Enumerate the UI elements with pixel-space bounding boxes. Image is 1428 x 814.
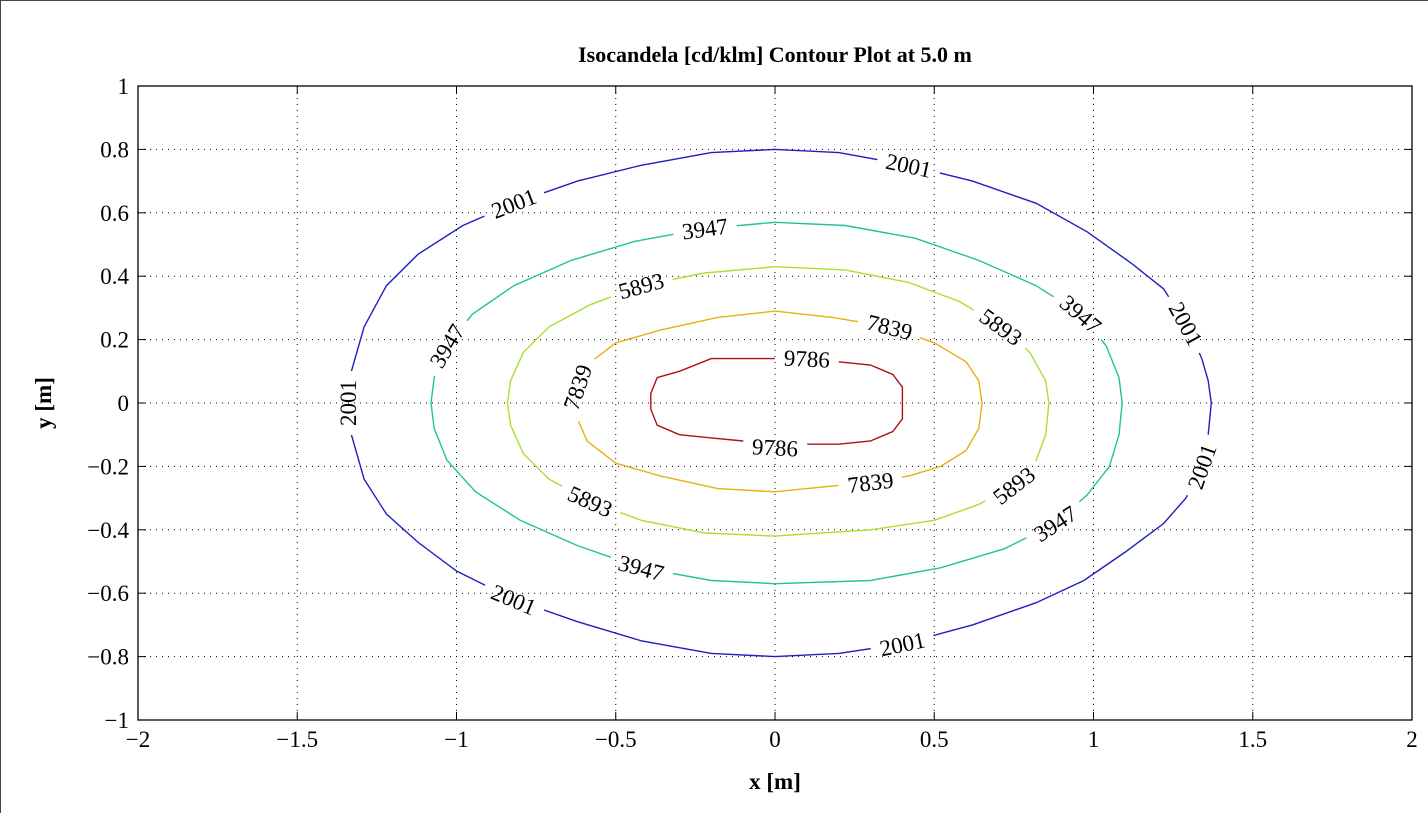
contour-line-3947: [430, 221, 1123, 585]
contour-label-7839: 7839: [846, 468, 895, 498]
y-tick-label: −0.8: [87, 645, 129, 670]
x-tick-label: −0.5: [595, 727, 637, 752]
y-tick-label: −0.2: [87, 454, 129, 479]
y-tick-label: −0.6: [87, 581, 129, 606]
y-tick-label: 0: [118, 391, 130, 416]
x-tick-label: −1.5: [276, 727, 318, 752]
x-tick-label: −2: [126, 727, 150, 752]
x-axis-label: x [m]: [749, 769, 801, 794]
x-tick-label: 0.5: [920, 727, 949, 752]
contours: [347, 148, 1212, 658]
y-axis-label: y [m]: [31, 377, 56, 429]
chart-title: Isocandela [cd/klm] Contour Plot at 5.0 …: [578, 42, 972, 67]
y-tick-label: 0.2: [100, 328, 129, 353]
x-tick-label: 0: [769, 727, 781, 752]
contour-label-3947: 3947: [680, 214, 729, 245]
ticks: −2 −1.5 −1 −0.5 0 0.5 1 1.5 2 −1 −0.8 −0.6 −0.4 −0.2 0…: [87, 74, 1417, 752]
y-tick-label: 0.6: [100, 201, 129, 226]
y-tick-label: 1: [118, 74, 130, 99]
y-tick-label: −1: [105, 708, 129, 733]
x-tick-label: 1: [1088, 727, 1100, 752]
x-tick-label: −1: [444, 727, 468, 752]
contour-line-9786: [650, 357, 904, 449]
x-tick-label: 2: [1406, 727, 1418, 752]
x-tick-label: 1.5: [1238, 727, 1267, 752]
y-tick-label: 0.4: [100, 264, 129, 289]
contour-line-7839: [573, 310, 983, 493]
contour-label-9786: 9786: [751, 434, 798, 461]
contour-label-2001: 2001: [336, 380, 361, 426]
contour-line-5893: [506, 265, 1050, 537]
y-tick-label: 0.8: [100, 137, 129, 162]
y-tick-label: −0.4: [87, 518, 129, 543]
contour-label-9786: 9786: [783, 345, 830, 372]
contour-line-2001: [347, 148, 1212, 658]
